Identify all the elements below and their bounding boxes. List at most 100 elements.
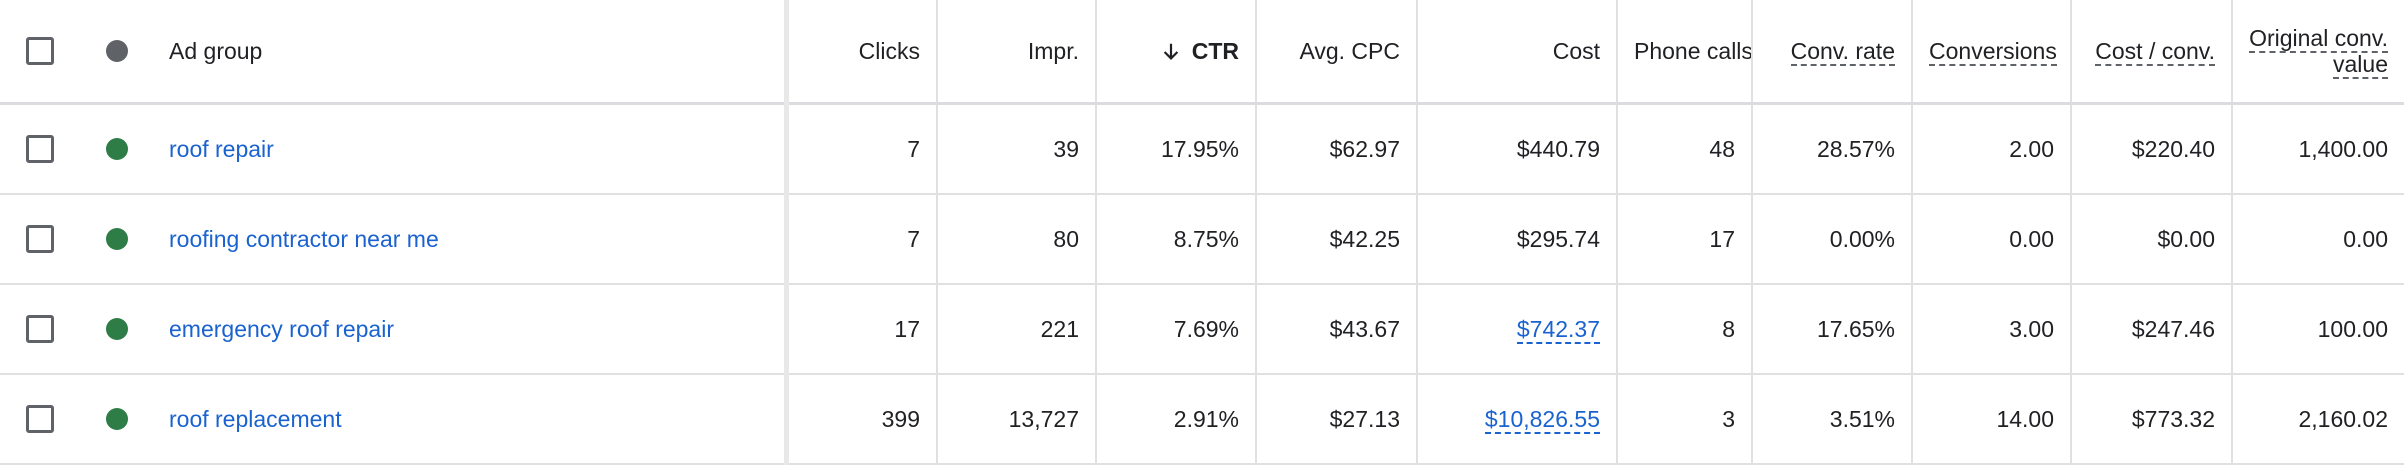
metric-value: $773.32 — [2131, 405, 2215, 432]
ad-group-link[interactable]: roof replacement — [169, 405, 342, 432]
metric-value: 0.00 — [2009, 225, 2054, 252]
status-icon — [105, 40, 128, 62]
metric-value: 8 — [1722, 315, 1735, 342]
metric-value: 3.00 — [2009, 315, 2054, 342]
status-cell — [80, 374, 153, 465]
ad-group-row: roof replacement 399 13,727 2.91% $27.13 $10,… — [0, 374, 2404, 465]
metric-value: 3.51% — [1829, 405, 1895, 432]
table-body: roof repair 7 39 17.95% $62.97 $440.79 48 28.57… — [0, 103, 2404, 465]
metric-cell: 0.00 — [2231, 194, 2404, 285]
select-cell — [0, 103, 80, 195]
metric-cell: 7.69% — [1095, 284, 1256, 375]
status-header — [80, 0, 153, 105]
metric-value: $220.40 — [2131, 135, 2215, 162]
metric-cell: $10,826.55 — [1416, 374, 1617, 465]
metric-cell: $440.79 — [1416, 103, 1617, 195]
ad-group-row: roof repair 7 39 17.95% $62.97 $440.79 48 28.57… — [0, 103, 2404, 195]
header-label: Cost / conv. — [2095, 38, 2215, 66]
header-label: Avg. CPC — [1299, 38, 1400, 64]
header-label: Original conv. value — [2249, 25, 2388, 79]
column-header[interactable]: Conv. rate — [1751, 0, 1912, 105]
metric-value: 8.75% — [1173, 225, 1239, 252]
column-header[interactable]: Clicks — [785, 0, 937, 105]
metric-cell: 48 — [1616, 103, 1752, 195]
header-label: Impr. — [1027, 38, 1079, 64]
status-dot — [105, 228, 128, 250]
header-label: Conv. rate — [1790, 38, 1895, 66]
metric-value: 17 — [1709, 225, 1735, 252]
metric-cell: 28.57% — [1751, 103, 1912, 195]
status-dot — [105, 408, 128, 430]
metric-value: 0.00 — [2343, 225, 2388, 252]
metric-value: 221 — [1040, 315, 1079, 342]
metric-value: $42.25 — [1329, 225, 1400, 252]
metric-value[interactable]: $10,826.55 — [1484, 405, 1600, 434]
metric-cell: 1,400.00 — [2231, 103, 2404, 195]
header-label: CTR — [1191, 38, 1239, 64]
metric-cell: $27.13 — [1255, 374, 1417, 465]
column-header[interactable]: Avg. CPC — [1255, 0, 1417, 105]
column-header[interactable]: Cost — [1416, 0, 1617, 105]
column-header[interactable]: Cost / conv. — [2070, 0, 2232, 105]
metric-value: 7 — [907, 135, 920, 162]
metric-cell: $43.67 — [1255, 284, 1417, 375]
ad-group-cell: roof repair — [153, 103, 789, 195]
metric-cell: 3.51% — [1751, 374, 1912, 465]
column-header[interactable]: Original conv. value — [2231, 0, 2404, 105]
status-cell — [80, 194, 153, 285]
ad-group-link[interactable]: roof repair — [169, 135, 274, 162]
metric-value: 7.69% — [1173, 315, 1239, 342]
row-checkbox[interactable] — [26, 405, 54, 433]
metric-value: $295.74 — [1516, 225, 1600, 252]
metric-cell: $773.32 — [2070, 374, 2232, 465]
metric-cell: 13,727 — [936, 374, 1096, 465]
metric-cell: 3 — [1616, 374, 1752, 465]
column-header[interactable]: Ad group — [153, 0, 789, 105]
row-checkbox[interactable] — [26, 135, 54, 163]
metric-cell: $295.74 — [1416, 194, 1617, 285]
metric-value: $440.79 — [1516, 135, 1600, 162]
metric-value: 2,160.02 — [2298, 405, 2388, 432]
metric-value: 7 — [907, 225, 920, 252]
row-checkbox[interactable] — [26, 315, 54, 343]
metric-cell: $0.00 — [2070, 194, 2232, 285]
metric-cell: 0.00 — [1911, 194, 2071, 285]
column-header[interactable]: Phone calls — [1616, 0, 1752, 105]
metric-cell: 39 — [936, 103, 1096, 195]
metric-value: $247.46 — [2131, 315, 2215, 342]
select-all-cell — [0, 0, 80, 105]
metric-value: 2.91% — [1173, 405, 1239, 432]
metric-cell: 7 — [785, 194, 937, 285]
header-label: Ad group — [169, 38, 263, 64]
metric-value: 14.00 — [1996, 405, 2054, 432]
header-label: Conversions — [1929, 38, 2057, 66]
metric-cell: 17 — [1616, 194, 1752, 285]
header-row: Ad group Clicks Impr. CTR Avg. CPC Cost Phone … — [0, 0, 2404, 105]
column-header[interactable]: Impr. — [936, 0, 1096, 105]
metric-cell: 221 — [936, 284, 1096, 375]
metric-cell: $42.25 — [1255, 194, 1417, 285]
header-label: Clicks — [858, 38, 920, 64]
metric-value: 28.57% — [1816, 135, 1895, 162]
metric-value: 39 — [1053, 135, 1079, 162]
metric-cell: 100.00 — [2231, 284, 2404, 375]
metric-cell: $62.97 — [1255, 103, 1417, 195]
metric-cell: 17.65% — [1751, 284, 1912, 375]
metric-value[interactable]: $742.37 — [1516, 315, 1600, 344]
header-label: Phone calls — [1634, 38, 1752, 64]
metric-value: 17 — [894, 315, 920, 342]
column-header[interactable]: CTR — [1095, 0, 1256, 105]
ad-group-link[interactable]: roofing contractor near me — [169, 225, 439, 252]
row-checkbox[interactable] — [26, 225, 54, 253]
metric-cell: 8.75% — [1095, 194, 1256, 285]
column-header[interactable]: Conversions — [1911, 0, 2071, 105]
ad-group-link[interactable]: emergency roof repair — [169, 315, 394, 342]
ad-group-cell: emergency roof repair — [153, 284, 789, 375]
metric-value: 17.95% — [1160, 135, 1239, 162]
metric-value: 0.00% — [1829, 225, 1895, 252]
metric-cell: $220.40 — [2070, 103, 2232, 195]
metric-cell: 17.95% — [1095, 103, 1256, 195]
select-all-checkbox[interactable] — [26, 37, 54, 65]
status-dot — [105, 138, 128, 160]
